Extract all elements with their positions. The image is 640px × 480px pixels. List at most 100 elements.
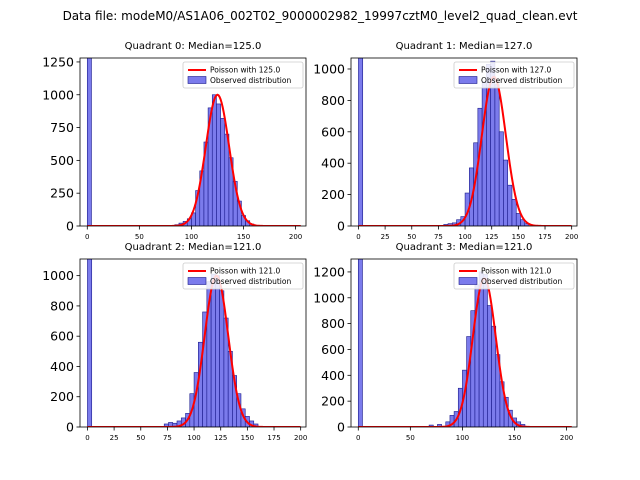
legend-box [182,61,304,89]
quadrant-3-title: Quadrant 3: Median=121.0 [396,242,533,253]
x-tick-label: 200 [560,434,573,442]
y-tick-label: 0 [66,219,74,234]
legend-observed-swatch [458,76,478,84]
x-tick-label: 150 [237,233,250,241]
y-tick-label: 400 [50,359,74,374]
histogram-bar [357,259,363,427]
x-tick-label: 100 [458,233,471,241]
histogram-bar [219,290,225,427]
legend-poisson-label: Poisson with 121.0 [210,267,280,276]
histogram-bar [437,424,442,427]
y-tick-label: 800 [321,93,345,108]
y-tick-label: 800 [321,316,345,331]
quadrant-0-title: Quadrant 0: Median=125.0 [125,41,262,52]
histogram-bar [220,118,226,226]
x-tick-label: 100 [187,434,200,442]
axes-frame [79,57,307,227]
histogram-bars [357,259,526,427]
histogram-bar [482,274,488,427]
histogram-bar [358,58,364,226]
histogram-bar [211,94,217,226]
histogram-bar [503,159,509,226]
x-tick-label: 0 [85,434,89,442]
x-tick-label: 0 [356,434,360,442]
histogram-bar [520,219,526,226]
x-tick-label: 25 [381,233,390,241]
y-tick-label: 1000 [42,268,74,283]
histogram-bar [224,133,230,226]
x-tick-label: 0 [356,233,360,241]
histogram-bar [494,84,500,226]
histogram-bar [210,273,216,427]
y-tick-label: 800 [50,298,74,313]
x-tick-label: 150 [512,233,525,241]
legend-poisson-label: Poisson with 125.0 [210,66,280,75]
x-tick-label: 200 [294,434,307,442]
legend-observed-swatch [187,76,207,84]
histogram-bar [487,305,492,427]
x-tick-label: 75 [434,233,443,241]
histogram-bar [215,275,220,427]
legend-observed-label: Observed distribution [481,76,562,85]
x-tick-label: 150 [508,434,521,442]
x-tick-label: 200 [565,233,578,241]
y-tick-label: 1250 [42,54,74,69]
figure-suptitle: Data file: modeM0/AS1A06_002T02_90000029… [63,9,578,23]
y-tick-label: 0 [66,420,74,435]
y-tick-label: 1000 [313,290,345,305]
y-tick-label: 400 [321,368,345,383]
x-tick-label: 125 [214,434,227,442]
x-tick-label: 125 [485,233,498,241]
legend-poisson-label: Poisson with 127.0 [481,66,551,75]
histogram-bar [87,259,93,427]
quadrant-2-title: Quadrant 2: Median=121.0 [125,242,262,253]
y-tick-label: 600 [321,342,345,357]
y-tick-label: 200 [50,389,74,404]
y-tick-label: 0 [337,420,345,435]
x-tick-label: 50 [407,233,416,241]
x-tick-label: 175 [267,434,280,442]
y-tick-label: 200 [321,187,345,202]
axes-frame [79,258,307,428]
histogram-bar [216,103,221,226]
histogram-bar [511,199,517,226]
x-tick-label: 50 [135,233,144,241]
quadrant-0-panel: Quadrant 0: Median=125.00250500750100012… [42,41,307,241]
quadrant-2-panel: Quadrant 2: Median=121.0 0 200 400 600 800 100… [42,242,307,442]
x-tick-label: 25 [110,434,119,442]
x-tick-label: 150 [241,434,254,442]
y-tick-label: 400 [321,156,345,171]
quadrant-1-panel: Quadrant 1: Median=127.0 0 200 400 600 800 100… [313,41,578,241]
legend-box [453,61,575,89]
y-tick-label: 600 [321,124,345,139]
legend-observed-swatch [458,277,478,285]
histogram-bar [507,184,513,226]
x-tick-label: 175 [538,233,551,241]
legend-box [453,262,575,290]
y-tick-label: 1000 [42,87,74,102]
quadrant-1-title: Quadrant 1: Median=127.0 [396,41,533,52]
histogram-bar [498,131,504,226]
histogram-bar [491,325,497,427]
legend-box [182,262,304,290]
histogram-bar [515,213,521,226]
histogram-bar [477,107,483,226]
quadrant-3-panel: Quadrant 3: Median=121.0 0 200 400 600 800 100… [313,242,578,442]
x-tick-label: 50 [406,434,415,442]
y-tick-label: 600 [50,329,74,344]
legend-poisson-label: Poisson with 121.0 [481,267,551,276]
axes-frame [350,57,578,227]
legend-observed-label: Observed distribution [210,277,291,286]
legend-observed-label: Observed distribution [210,76,291,85]
x-tick-label: 100 [456,434,469,442]
histogram-bar [86,58,92,226]
y-tick-label: 1000 [313,61,345,76]
legend-observed-label: Observed distribution [481,277,562,286]
y-tick-label: 0 [337,219,345,234]
poisson-curve [87,93,301,226]
